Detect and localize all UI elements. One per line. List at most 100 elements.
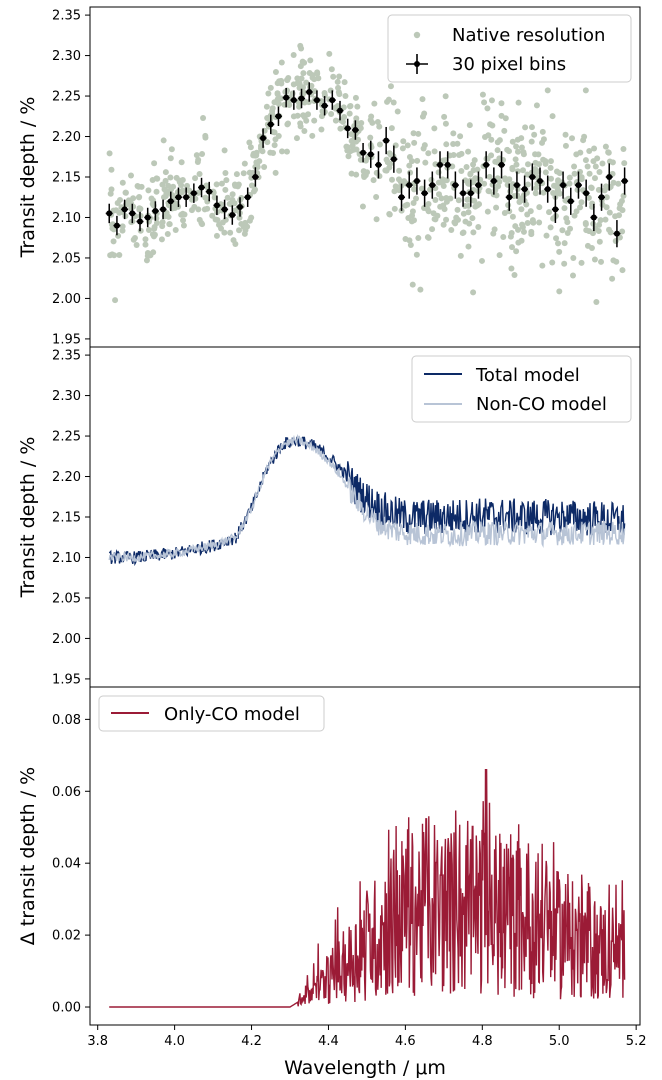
legend-native-label: Native resolution bbox=[452, 25, 605, 46]
native-point bbox=[406, 162, 413, 169]
native-point bbox=[318, 126, 325, 133]
native-point bbox=[354, 136, 361, 143]
native-point bbox=[460, 229, 467, 236]
native-point bbox=[595, 227, 602, 234]
native-point bbox=[542, 169, 549, 176]
native-point bbox=[213, 181, 220, 188]
native-point bbox=[168, 146, 175, 153]
native-point bbox=[606, 209, 613, 216]
binned-point bbox=[375, 161, 382, 168]
native-point bbox=[536, 219, 543, 226]
native-point bbox=[520, 167, 527, 174]
native-point bbox=[166, 221, 173, 228]
native-point bbox=[359, 203, 366, 210]
legend-nonco-model-label: Non-CO model bbox=[476, 394, 607, 415]
native-point bbox=[508, 244, 515, 251]
binned-point bbox=[513, 182, 520, 189]
panel-top-y-ticks: 1.95 2.00 2.05 2.10 2.15 2.20 2.25 2.30 2.35 bbox=[52, 9, 90, 347]
native-point bbox=[457, 252, 464, 259]
native-point bbox=[562, 197, 569, 204]
native-point bbox=[369, 119, 376, 126]
native-point bbox=[578, 199, 585, 206]
native-point bbox=[371, 100, 378, 107]
native-point bbox=[421, 205, 428, 212]
native-point bbox=[202, 194, 209, 201]
native-point bbox=[362, 172, 369, 179]
binned-point bbox=[306, 89, 313, 95]
legend-bottom: Only-CO model bbox=[98, 695, 325, 732]
native-point bbox=[465, 148, 472, 155]
native-point bbox=[179, 210, 186, 217]
binned-point bbox=[252, 174, 259, 180]
native-point bbox=[143, 257, 150, 264]
native-point bbox=[328, 110, 335, 117]
y-tick-label: 0.04 bbox=[52, 857, 81, 872]
native-point bbox=[342, 93, 349, 100]
panel-bottom-y-ticks: 0.00 0.02 0.04 0.06 0.08 bbox=[52, 713, 90, 1016]
native-point bbox=[247, 144, 254, 151]
y-tick-label: 0.08 bbox=[52, 713, 81, 728]
nonco-model-line bbox=[108, 433, 626, 563]
native-point bbox=[191, 203, 198, 210]
native-point bbox=[233, 171, 240, 178]
native-point bbox=[528, 124, 535, 131]
binned-point bbox=[552, 206, 559, 213]
native-point bbox=[593, 299, 600, 306]
native-point bbox=[486, 173, 493, 180]
native-point bbox=[481, 180, 488, 187]
native-point bbox=[493, 192, 500, 199]
x-tick-label: 4.4 bbox=[318, 1034, 339, 1049]
binned-point bbox=[244, 194, 251, 201]
native-point bbox=[348, 131, 355, 138]
native-point bbox=[399, 145, 406, 152]
native-point bbox=[145, 226, 152, 233]
native-point bbox=[391, 188, 398, 195]
native-point bbox=[406, 154, 413, 161]
native-point bbox=[549, 259, 556, 266]
native-point bbox=[555, 240, 562, 247]
native-point bbox=[241, 160, 248, 167]
native-point bbox=[471, 157, 478, 164]
native-point bbox=[599, 160, 606, 167]
native-point bbox=[495, 183, 502, 190]
binned-point bbox=[606, 174, 613, 180]
native-point bbox=[577, 149, 584, 156]
y-tick-label: 2.05 bbox=[52, 591, 81, 606]
native-point bbox=[454, 206, 461, 213]
binned-point bbox=[290, 97, 297, 104]
native-point bbox=[455, 197, 462, 204]
native-point bbox=[265, 90, 272, 97]
native-point bbox=[300, 70, 307, 77]
native-point bbox=[550, 215, 557, 222]
native-point bbox=[178, 189, 185, 196]
native-point bbox=[192, 175, 199, 182]
native-point bbox=[334, 78, 341, 85]
native-point bbox=[504, 146, 511, 153]
native-point bbox=[170, 183, 177, 190]
native-point bbox=[596, 221, 603, 228]
y-tick-label: 2.20 bbox=[52, 130, 81, 145]
native-point bbox=[603, 183, 610, 190]
native-point bbox=[466, 122, 473, 129]
native-point bbox=[272, 169, 279, 176]
binned-point bbox=[544, 186, 551, 193]
native-point bbox=[524, 211, 531, 218]
native-point bbox=[484, 105, 491, 112]
native-point bbox=[236, 214, 243, 221]
native-point bbox=[144, 252, 151, 259]
native-point bbox=[284, 87, 291, 94]
native-point bbox=[544, 87, 551, 94]
native-point bbox=[571, 170, 578, 177]
y-tick-label: 2.30 bbox=[52, 49, 81, 64]
native-point bbox=[578, 174, 585, 181]
legend-only-co-label: Only-CO model bbox=[164, 704, 300, 725]
native-point bbox=[539, 262, 546, 269]
native-point bbox=[450, 130, 457, 137]
native-point bbox=[337, 125, 344, 132]
native-point bbox=[564, 219, 571, 226]
native-point bbox=[621, 160, 628, 167]
native-point bbox=[524, 220, 531, 227]
native-point bbox=[122, 189, 129, 196]
native-point bbox=[428, 176, 435, 183]
native-point bbox=[597, 217, 604, 224]
